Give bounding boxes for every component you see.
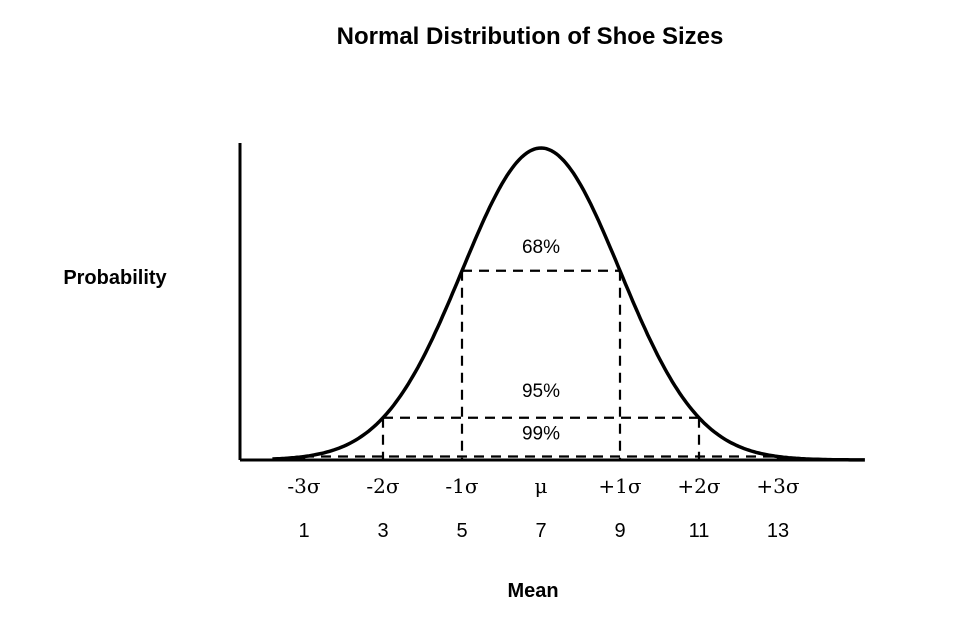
interval-lines: 68% 95% 99% bbox=[302, 237, 780, 460]
shoe-size-tick-label: 1 bbox=[298, 520, 309, 542]
x-axis-label: Mean bbox=[507, 580, 558, 602]
shoe-size-tick-label: 7 bbox=[535, 520, 546, 542]
chart-title: Normal Distribution of Shoe Sizes bbox=[337, 23, 724, 50]
sigma-tick-label: +2σ bbox=[677, 474, 720, 498]
shoe-size-tick-label: 11 bbox=[689, 520, 710, 542]
sigma-tick-label: +1σ bbox=[598, 474, 641, 498]
normal-curve bbox=[272, 146, 865, 462]
shoe-size-tick-label: 13 bbox=[767, 520, 789, 542]
sigma-tick-label: -2σ bbox=[366, 474, 399, 498]
shoe-size-tick-label: 5 bbox=[456, 520, 467, 542]
tick-labels: -3σ 1 -2σ 3 -1σ 5 μ 7 +1σ 9 +2σ 11 +3σ 13 bbox=[287, 474, 799, 542]
shoe-size-tick-label: 9 bbox=[614, 520, 625, 542]
shoe-size-tick-label: 3 bbox=[377, 520, 388, 542]
interval-2-label: 95% bbox=[522, 381, 560, 402]
interval-3-label: 99% bbox=[522, 424, 560, 445]
y-axis-label: Probability bbox=[63, 267, 167, 289]
sigma-tick-label: -3σ bbox=[287, 474, 320, 498]
sigma-tick-label: μ bbox=[535, 474, 548, 498]
sigma-tick-label: +3σ bbox=[756, 474, 799, 498]
interval-1-label: 68% bbox=[522, 237, 560, 258]
sigma-tick-label: -1σ bbox=[445, 474, 478, 498]
